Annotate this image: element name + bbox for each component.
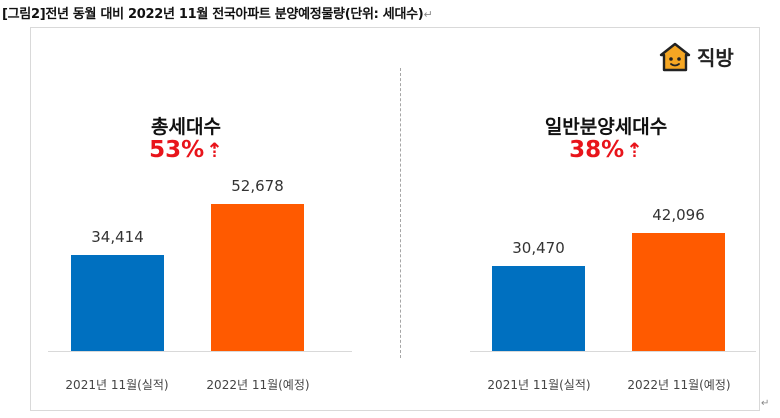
tick-total-2022: 2022년 11월(예정) bbox=[206, 378, 310, 392]
value-label-total-2021: 34,414 bbox=[91, 227, 144, 246]
figure-caption: [그림2]전년 동월 대비 2022년 11월 전국아파트 분양예정물량(단위:… bbox=[2, 3, 433, 22]
bar-general-2021 bbox=[492, 265, 585, 351]
value-label-general-2022: 42,096 bbox=[652, 206, 705, 225]
value-label-total-2022: 52,678 bbox=[231, 176, 284, 195]
paragraph-mark: ↵ bbox=[423, 8, 433, 21]
bar-general-2022 bbox=[632, 233, 725, 351]
growth-general-value: 38% bbox=[569, 137, 625, 163]
chart-title-total: 총세대수 bbox=[151, 116, 221, 138]
up-arrow-icon: ⇡ bbox=[626, 138, 643, 162]
chart-frame bbox=[30, 27, 760, 411]
chart-title-general: 일반분양세대수 bbox=[544, 116, 668, 138]
paragraph-mark: ↵ bbox=[761, 398, 770, 409]
baseline-total bbox=[48, 351, 352, 352]
logo-text: 직방 bbox=[697, 46, 734, 70]
up-arrow-icon: ⇡ bbox=[206, 138, 223, 162]
tick-general-2021: 2021년 11월(실적) bbox=[487, 378, 591, 392]
house-icon bbox=[659, 42, 691, 72]
caption-text: [그림2]전년 동월 대비 2022년 11월 전국아파트 분양예정물량(단위:… bbox=[2, 7, 424, 22]
bar-total-2021 bbox=[71, 254, 164, 351]
growth-general: 38% ⇡ bbox=[506, 137, 706, 163]
panel-divider bbox=[400, 68, 401, 358]
tick-total-2021: 2021년 11월(실적) bbox=[65, 378, 169, 392]
bar-total-2022 bbox=[211, 203, 304, 351]
tick-general-2022: 2022년 11월(예정) bbox=[627, 378, 731, 392]
growth-total-value: 53% bbox=[149, 137, 205, 163]
value-label-general-2021: 30,470 bbox=[512, 238, 565, 257]
growth-total: 53% ⇡ bbox=[86, 137, 286, 163]
baseline-general bbox=[470, 351, 756, 352]
